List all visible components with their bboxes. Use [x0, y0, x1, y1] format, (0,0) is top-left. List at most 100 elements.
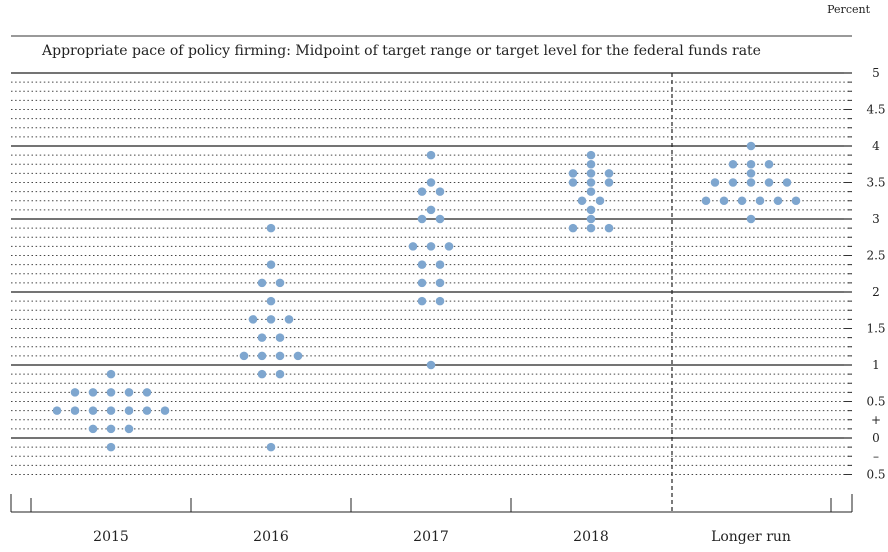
dot	[142, 406, 152, 415]
y-tick-label: 2	[872, 285, 880, 299]
dot	[257, 333, 267, 342]
x-tick-label: Longer run	[711, 529, 791, 545]
dot	[426, 150, 436, 160]
dot	[239, 351, 249, 361]
dot	[426, 242, 436, 251]
dot	[764, 159, 774, 169]
dot	[266, 296, 276, 306]
y-tick-label: –	[873, 449, 879, 463]
dot	[293, 351, 303, 361]
dot	[266, 442, 276, 452]
dot	[106, 388, 116, 397]
dot	[70, 388, 80, 397]
dot	[417, 214, 427, 224]
dot	[257, 369, 267, 379]
unit-label: Percent	[827, 3, 870, 16]
y-tick-label: +	[871, 413, 881, 427]
x-tick-label: 2017	[413, 529, 449, 545]
y-tick-label: 0	[872, 431, 880, 445]
dot	[791, 196, 801, 206]
dot	[417, 278, 427, 288]
dot	[435, 187, 445, 196]
dot	[426, 205, 436, 215]
dot	[257, 351, 267, 361]
dot	[426, 178, 436, 187]
dot	[160, 406, 170, 415]
dot	[568, 223, 578, 233]
dot	[106, 442, 116, 452]
dot	[586, 178, 596, 187]
dot	[284, 315, 294, 324]
dot	[577, 196, 587, 206]
x-tick-label: 2016	[253, 529, 289, 545]
dot	[604, 169, 614, 178]
dot	[257, 278, 267, 288]
dot	[728, 159, 738, 169]
dot	[417, 296, 427, 306]
dot	[782, 178, 792, 187]
dot	[746, 214, 756, 224]
dot	[755, 196, 765, 206]
dot	[266, 223, 276, 233]
dot	[248, 315, 258, 324]
dot	[737, 196, 747, 206]
dot	[275, 351, 285, 361]
dot	[435, 278, 445, 288]
dot	[426, 360, 436, 370]
dot	[746, 159, 756, 169]
dot	[124, 424, 134, 434]
y-tick-label: 3.5	[866, 176, 885, 190]
dot	[586, 187, 596, 196]
y-tick-label: 2.5	[866, 249, 885, 263]
dot	[444, 242, 454, 251]
dot	[435, 296, 445, 306]
y-tick-label: 4.5	[866, 103, 885, 117]
dot	[604, 178, 614, 187]
dot	[586, 223, 596, 233]
dot	[746, 178, 756, 187]
dot	[124, 388, 134, 397]
dot	[746, 141, 756, 151]
dot	[266, 315, 276, 324]
dot	[408, 242, 418, 251]
dot	[417, 187, 427, 196]
dot	[106, 369, 116, 379]
y-tick-label: 5	[872, 66, 880, 80]
dot	[568, 178, 578, 187]
dot	[435, 214, 445, 224]
dot	[764, 178, 774, 187]
x-tick-label: 2018	[573, 529, 609, 545]
dot	[275, 333, 285, 342]
dot	[728, 178, 738, 187]
dot	[719, 196, 729, 206]
dot	[106, 424, 116, 434]
y-tick-label: 4	[872, 139, 880, 153]
dot	[124, 406, 134, 415]
dot	[586, 169, 596, 178]
dot	[106, 406, 116, 415]
dot	[586, 150, 596, 160]
y-tick-label: 3	[872, 212, 880, 226]
chart-title: Appropriate pace of policy firming: Midp…	[41, 43, 761, 59]
x-tick-label: 2015	[93, 529, 129, 545]
dot	[586, 214, 596, 224]
dot	[773, 196, 783, 206]
dot	[710, 178, 720, 187]
y-tick-label: 1.5	[866, 322, 885, 336]
dot	[701, 196, 711, 206]
dot	[435, 260, 445, 269]
y-tick-label: 1	[872, 358, 880, 372]
dot	[417, 260, 427, 269]
dot	[275, 278, 285, 288]
dot	[88, 424, 98, 434]
dot	[586, 159, 596, 169]
dot	[88, 406, 98, 415]
y-tick-label: 0.5	[866, 395, 885, 409]
dot	[595, 196, 605, 206]
dot	[604, 223, 614, 233]
dot	[88, 388, 98, 397]
dot	[142, 388, 152, 397]
dot	[52, 406, 62, 415]
dot	[586, 205, 596, 215]
